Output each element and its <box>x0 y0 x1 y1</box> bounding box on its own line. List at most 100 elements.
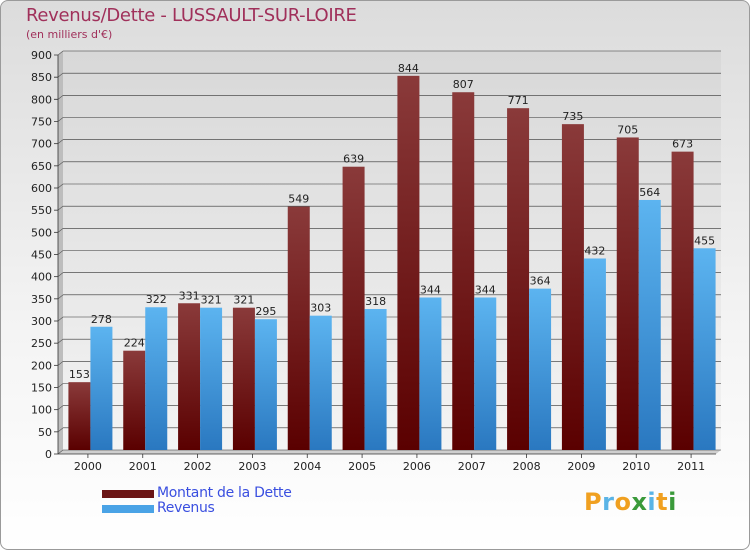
data-label-revenus: 303 <box>310 302 331 315</box>
logo-letter: P <box>584 488 603 516</box>
bar-dette <box>232 307 255 450</box>
proxiti-logo: Proxiti <box>584 488 677 516</box>
data-label-dette: 771 <box>508 94 529 107</box>
bar-revenus <box>474 297 497 450</box>
grid-line-diag <box>57 449 64 455</box>
x-tick-label: 2010 <box>622 460 650 473</box>
logo-letter: x <box>631 488 648 516</box>
bar-dette <box>671 151 694 451</box>
grid-line-diag <box>57 228 64 233</box>
x-tick-label: 2011 <box>677 460 705 473</box>
grid-line-diag <box>57 72 64 78</box>
y-tick-label: 500 <box>31 226 52 239</box>
logo-letter: t <box>656 488 669 516</box>
x-axis: 2000 2001 2002 2003 2004 2005 2006 2007 2008 2009… <box>58 453 716 473</box>
data-label-revenus: 364 <box>530 275 551 288</box>
data-label-dette: 673 <box>672 138 693 151</box>
x-tick-label: 2001 <box>129 460 157 473</box>
bar-revenus <box>309 315 332 450</box>
bar-revenus <box>200 307 223 450</box>
data-label-revenus: 564 <box>639 186 660 199</box>
y-tick-label: 0 <box>45 448 52 461</box>
legend-swatch-revenus <box>102 505 154 513</box>
y-tick-label: 750 <box>31 116 52 129</box>
bar-revenus <box>529 288 552 450</box>
y-tick-label: 50 <box>38 426 52 439</box>
y-tick-label: 400 <box>31 271 52 284</box>
data-label-revenus: 344 <box>420 283 441 296</box>
grid-line-diag <box>57 250 64 255</box>
logo-letter: o <box>614 488 632 516</box>
logo-letter: i <box>647 488 657 516</box>
plot-floor <box>58 450 721 454</box>
y-tick-label: 250 <box>31 337 52 350</box>
bar-dette <box>342 166 365 450</box>
data-label-dette: 321 <box>233 294 254 307</box>
grid-line-diag <box>57 361 64 366</box>
y-tick-label: 850 <box>31 71 52 84</box>
grid-line-diag <box>57 205 64 211</box>
chart-subtitle: (en milliers d'€) <box>26 28 113 41</box>
bar-revenus <box>583 258 606 450</box>
grid-line-diag <box>57 50 64 56</box>
grid-line-diag <box>57 405 64 410</box>
grid-line-diag <box>57 338 64 344</box>
bar-dette <box>123 350 146 450</box>
y-tick-label: 550 <box>31 204 52 217</box>
data-label-revenus: 322 <box>146 293 167 306</box>
x-tick-label: 2005 <box>348 460 376 473</box>
grid-line-diag <box>57 316 64 322</box>
logo-letter: i <box>668 488 677 516</box>
y-tick-label: 900 <box>31 49 52 62</box>
bar-dette <box>68 382 91 450</box>
data-label-dette: 705 <box>617 123 638 136</box>
x-tick-label: 2008 <box>513 460 541 473</box>
x-tick-label: 2009 <box>567 460 595 473</box>
bar-revenus <box>90 326 113 450</box>
grid-line-diag <box>57 294 64 300</box>
y-tick-label: 450 <box>31 249 52 262</box>
y-tick-label: 650 <box>31 160 52 173</box>
data-label-dette: 807 <box>453 78 474 91</box>
legend-swatch-dette <box>102 490 154 498</box>
y-tick-label: 100 <box>31 404 52 417</box>
data-label-dette: 844 <box>398 62 419 75</box>
bar-revenus <box>254 319 277 450</box>
y-tick-label: 700 <box>31 138 52 151</box>
legend-label-dette: Montant de la Dette <box>157 485 292 501</box>
data-label-dette: 153 <box>69 368 90 381</box>
y-tick-label: 300 <box>31 315 52 328</box>
grid-line-diag <box>57 183 64 189</box>
grid-line-diag <box>57 427 64 433</box>
x-tick-label: 2007 <box>458 460 486 473</box>
bar-revenus <box>638 199 661 450</box>
y-axis: 0 50 100 150 200 250 300 350 400 450 500 550 600 650 7… <box>31 49 59 461</box>
x-tick-label: 2002 <box>184 460 212 473</box>
x-tick-label: 2004 <box>293 460 321 473</box>
grid-line-diag <box>57 95 64 100</box>
data-label-dette: 224 <box>124 337 145 350</box>
data-label-dette: 549 <box>288 193 309 206</box>
y-tick-label: 800 <box>31 93 52 106</box>
x-tick-label: 2000 <box>74 460 102 473</box>
bar-dette <box>178 303 201 450</box>
bar-dette <box>616 137 639 450</box>
logo-letter: r <box>602 488 615 516</box>
bar-revenus <box>145 307 168 450</box>
data-label-revenus: 321 <box>201 294 222 307</box>
grid-lines <box>57 50 721 455</box>
bar-revenus <box>364 309 387 450</box>
bar-dette <box>287 206 310 450</box>
bar-dette <box>561 124 584 451</box>
grid-line-diag <box>57 139 64 144</box>
grid-line-diag <box>57 272 64 277</box>
data-label-dette: 639 <box>343 153 364 166</box>
y-tick-label: 200 <box>31 359 52 372</box>
data-label-revenus: 344 <box>475 283 496 296</box>
bar-dette <box>397 75 420 451</box>
bar-dette <box>452 92 475 450</box>
y-tick-label: 350 <box>31 293 52 306</box>
data-label-revenus: 278 <box>91 313 112 326</box>
